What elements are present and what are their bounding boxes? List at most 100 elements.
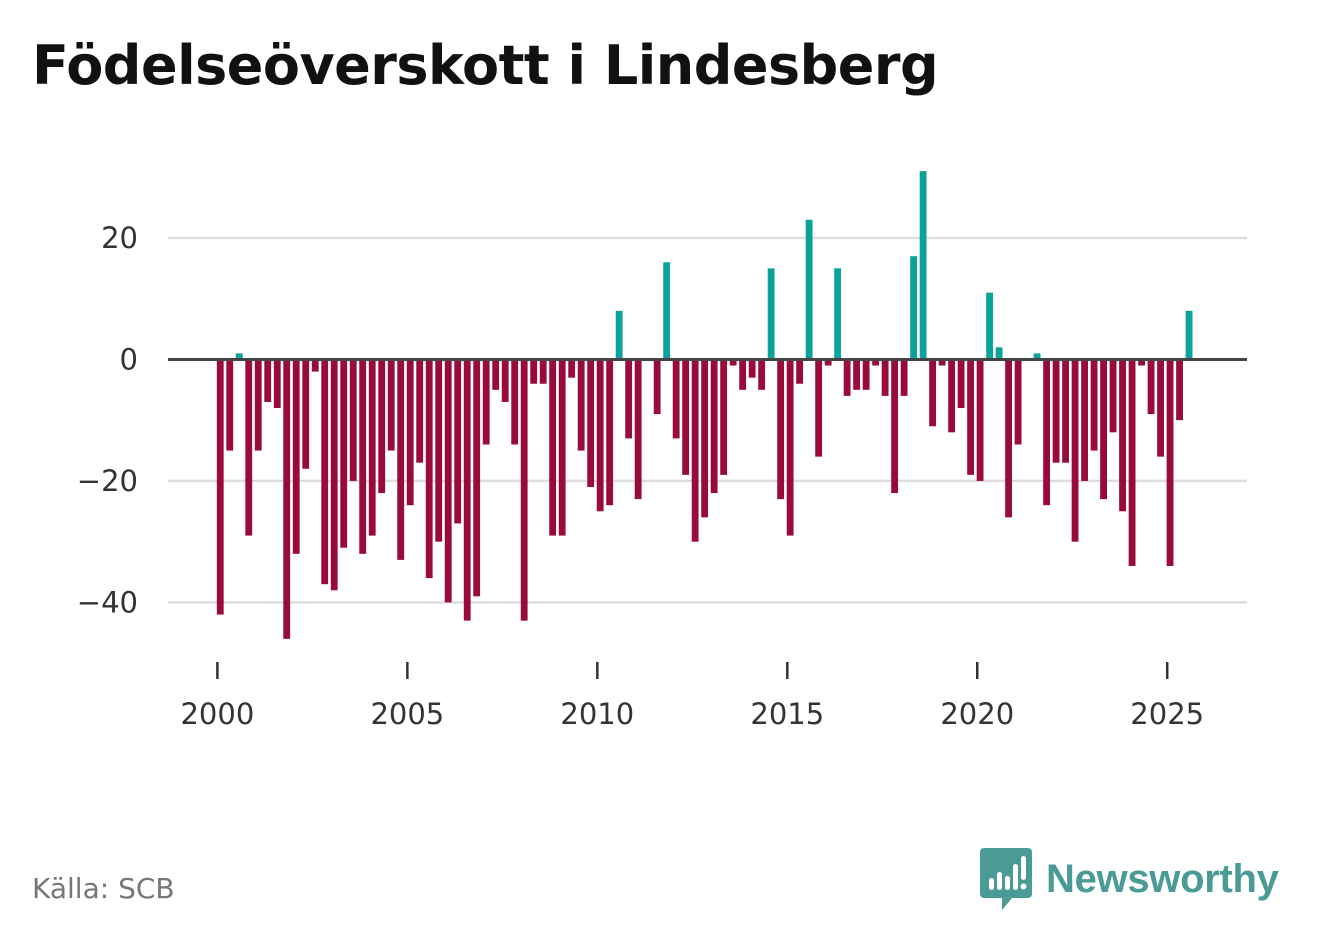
bar-chart: 20 0 −20 −40 2000 2005 2010 2015 2020 2025 [77,171,1247,731]
bar [1147,359,1155,415]
bar [606,359,614,506]
bar [786,359,794,536]
bar [663,262,671,360]
bar [359,359,367,554]
bar [1100,359,1107,500]
x-tick-label: 2010 [560,697,634,731]
bar [625,359,633,439]
x-tick-label: 2000 [180,697,254,731]
bar [691,359,699,542]
bar [568,359,576,378]
x-axis: 2000 2005 2010 2015 2020 2025 [180,662,1204,731]
bar [425,359,433,579]
bar [463,359,471,621]
source-label: Källa: SCB [32,872,175,905]
bar [900,359,908,396]
bar [1176,359,1183,421]
bar [720,359,728,475]
y-tick-label: −40 [77,585,138,619]
bar [264,359,272,402]
bar [1014,359,1022,445]
bar [824,359,832,366]
newsworthy-logo-icon [980,848,1032,910]
bar [777,359,785,500]
bar [254,359,262,451]
bar [321,359,329,585]
bar [587,359,595,487]
x-tick-label: 2020 [940,697,1014,731]
brand[interactable]: Newsworthy [980,848,1279,910]
bar [767,268,775,360]
bar [929,359,937,427]
bar [948,359,956,433]
bar [976,359,984,481]
bar [283,359,291,639]
bar [1043,359,1051,506]
bar [292,359,300,554]
bar [492,359,500,390]
x-tick-label: 2005 [370,697,444,731]
bar [758,359,766,390]
page-title: Födelseöverskott i Lindesberg [32,34,939,97]
bar [387,359,395,451]
y-tick-label: 20 [101,221,138,255]
bars [216,171,1193,639]
bar [273,359,281,409]
bar [511,359,519,445]
bar [967,359,975,475]
bar [216,359,224,615]
bar [482,359,490,445]
bar [1119,359,1126,512]
bar [919,171,927,360]
bar [520,359,528,621]
bar [226,359,234,451]
bar [501,359,509,402]
bar [957,359,965,409]
bar [910,256,918,360]
bar [739,359,747,390]
bar [378,359,386,494]
bar [1138,359,1145,366]
bar [672,359,680,439]
bar [891,359,899,494]
bar [1033,353,1041,360]
bar [397,359,405,560]
bar [881,359,889,396]
bar [796,359,804,384]
bar [368,359,376,536]
bar [235,353,243,360]
bar [406,359,414,506]
bar [1185,310,1193,360]
bar [853,359,861,390]
y-tick-label: −20 [77,464,138,498]
bar [1090,359,1098,451]
x-tick-label: 2015 [750,697,824,731]
bar [805,219,813,360]
bar [748,359,756,378]
bar [1081,359,1088,481]
bar [815,359,823,457]
bar [1071,359,1079,542]
bar [710,359,718,494]
bar [302,359,310,469]
bar [843,359,851,396]
bar [729,359,737,366]
bar [1109,359,1117,433]
bar [444,359,452,603]
bar [653,359,661,415]
bar [311,359,319,372]
bar [340,359,348,548]
y-axis-labels: 20 0 −20 −40 [77,221,138,619]
y-tick-label: 0 [120,342,138,376]
bar [530,359,538,384]
bar [577,359,585,451]
bar [995,347,1003,360]
x-tick-label: 2025 [1130,697,1204,731]
bar [245,359,253,536]
bar [834,268,842,360]
bar [1052,359,1060,463]
bar [558,359,566,536]
bar [986,292,994,360]
bar [330,359,338,591]
bar [596,359,604,512]
